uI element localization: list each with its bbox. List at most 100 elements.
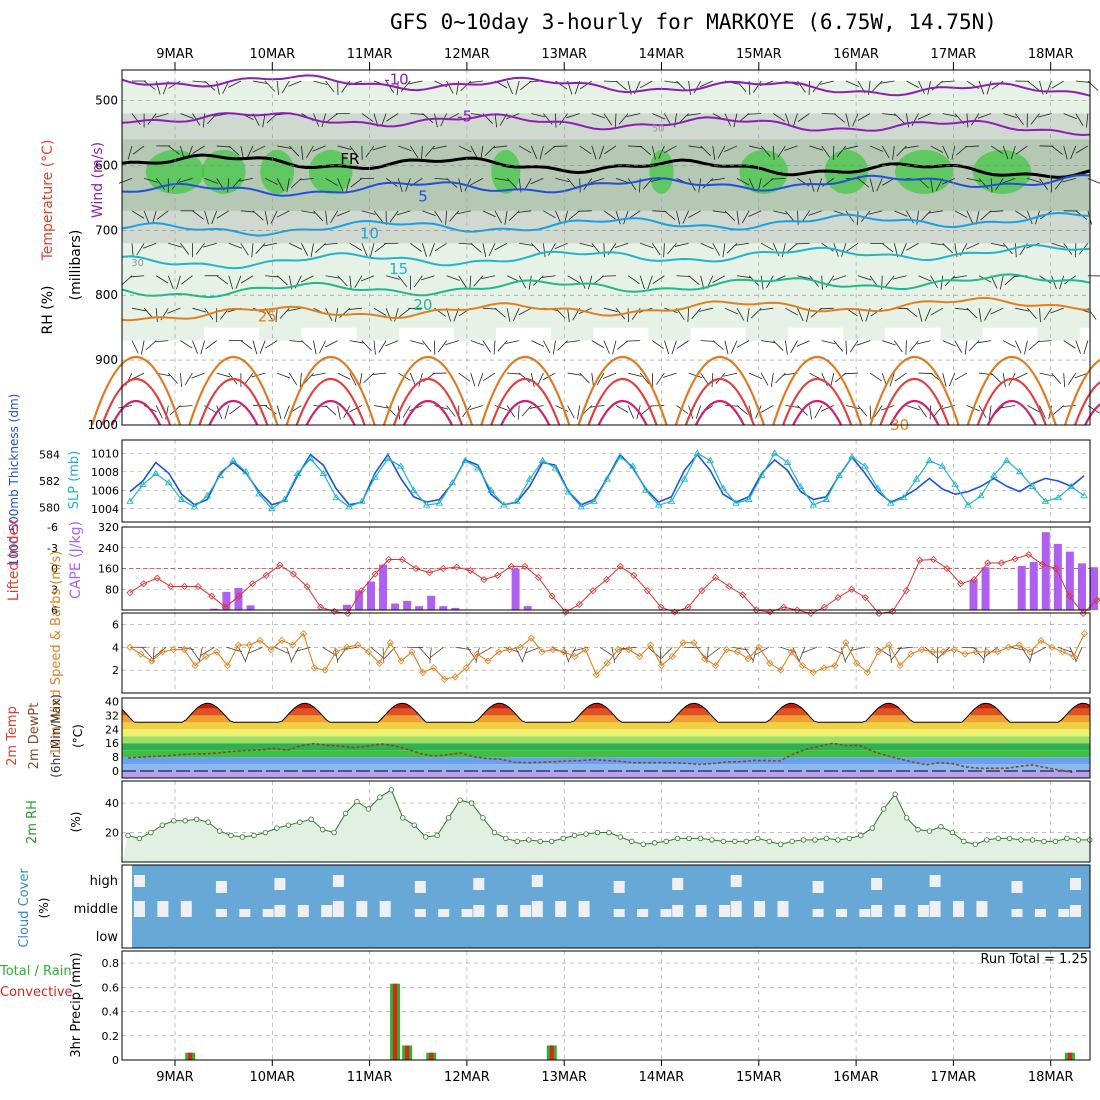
rh-point bbox=[697, 835, 704, 842]
contour-label-0: -10 bbox=[384, 71, 409, 89]
wind-barb bbox=[457, 210, 471, 215]
wind-barb-10m bbox=[152, 647, 155, 664]
wind-barb bbox=[361, 340, 372, 352]
wind-speed-point bbox=[571, 652, 579, 660]
wind-barb-10m bbox=[897, 646, 914, 650]
wind-barb bbox=[167, 307, 181, 314]
surface-contour bbox=[976, 378, 1047, 426]
temperature-band bbox=[122, 715, 1090, 723]
wind-barb bbox=[906, 80, 919, 88]
wind-barb bbox=[1052, 405, 1064, 416]
slp-point bbox=[203, 491, 212, 499]
wind-barb bbox=[909, 340, 919, 352]
wind-barb bbox=[264, 80, 275, 92]
wind-barb-10m bbox=[744, 647, 754, 661]
rh-point bbox=[571, 832, 578, 839]
slp-point bbox=[1054, 493, 1063, 501]
wind-barb bbox=[1014, 372, 1028, 380]
rh-point bbox=[411, 822, 417, 828]
wind-barb-10m bbox=[888, 647, 893, 664]
slp-point bbox=[396, 462, 405, 469]
thickness-tick: 584 bbox=[39, 449, 60, 462]
wind-speed-point bbox=[972, 648, 980, 656]
wind-speed-point bbox=[321, 666, 329, 674]
rh-point bbox=[239, 834, 246, 840]
slp-point bbox=[293, 469, 302, 477]
cape-bar bbox=[367, 581, 375, 610]
wind-barb bbox=[470, 372, 476, 387]
slp-point bbox=[925, 456, 934, 464]
wind-barb bbox=[579, 145, 592, 155]
wind-barb bbox=[1063, 340, 1076, 349]
wind-barb-10m bbox=[937, 646, 950, 659]
wind-barb bbox=[567, 275, 580, 284]
wind-barb bbox=[422, 113, 434, 123]
wind-barb bbox=[881, 242, 894, 253]
rh-point bbox=[1006, 835, 1013, 842]
cloud-high-cell bbox=[473, 878, 485, 890]
wind-barb bbox=[349, 275, 352, 290]
li-point bbox=[957, 580, 965, 588]
wind-barb bbox=[772, 243, 780, 257]
wind-barb bbox=[700, 372, 709, 385]
wind-barb bbox=[618, 113, 629, 125]
cloud-middle-cell bbox=[332, 901, 344, 917]
wind-barb bbox=[287, 307, 302, 312]
wind-speed-point bbox=[202, 652, 210, 660]
wind-barb bbox=[964, 340, 968, 355]
stability-frame bbox=[121, 526, 1091, 611]
wind-speed-point bbox=[365, 648, 373, 656]
slp-point bbox=[1041, 497, 1050, 504]
wind-barb-10m bbox=[599, 646, 614, 657]
wind-barb-10m bbox=[1009, 646, 1026, 651]
wind-speed-point bbox=[777, 666, 785, 674]
wind-speed-point bbox=[137, 650, 145, 658]
wind-barb bbox=[579, 242, 594, 248]
slp-point bbox=[1028, 482, 1037, 489]
minmax-axis-label: (6hr Min/Max) bbox=[49, 694, 63, 778]
wind-barb bbox=[588, 275, 593, 290]
wind-barb bbox=[385, 80, 395, 93]
wind-speed-point bbox=[625, 646, 633, 654]
wind-barb bbox=[857, 178, 870, 188]
surface-contour bbox=[1074, 381, 1100, 426]
wind-barb bbox=[325, 275, 340, 279]
slp-point bbox=[242, 467, 250, 475]
wind-barb bbox=[539, 145, 544, 160]
surface-contour bbox=[684, 378, 755, 426]
wind-barb bbox=[991, 80, 1004, 90]
wind-barb bbox=[216, 80, 220, 95]
wind-speed-point bbox=[158, 648, 167, 656]
precip-tick: 0.2 bbox=[102, 1030, 120, 1043]
wind-barb bbox=[1014, 113, 1024, 126]
wind-barb bbox=[615, 178, 630, 184]
wind-barb bbox=[512, 308, 520, 322]
cloud-middle-cell bbox=[555, 901, 567, 917]
li-point bbox=[739, 591, 747, 599]
wind-barb bbox=[795, 242, 810, 245]
surface-contour bbox=[587, 378, 658, 426]
wind-barb bbox=[664, 210, 676, 221]
lifted-index-axis-label: Lifted Index bbox=[6, 519, 22, 601]
wind-barb-10m bbox=[844, 647, 854, 662]
rh-point bbox=[1075, 837, 1082, 843]
temperature-contour-2 bbox=[121, 153, 1091, 179]
wind-barb bbox=[603, 210, 616, 220]
wind-speed-point bbox=[397, 657, 405, 665]
cloud-high-cell bbox=[274, 878, 286, 890]
wind-barb bbox=[700, 242, 714, 250]
wind-barb bbox=[628, 210, 641, 219]
wind-barb bbox=[446, 405, 456, 417]
wind-barb bbox=[894, 113, 905, 124]
wind-barb bbox=[394, 308, 399, 322]
wind-barb bbox=[736, 340, 750, 348]
rh-point bbox=[881, 806, 887, 812]
wind-barb bbox=[521, 405, 532, 417]
cloud-units-label: (%) bbox=[37, 898, 51, 919]
wind-barb bbox=[203, 242, 217, 248]
wind-barb bbox=[966, 242, 980, 250]
cloud-middle-cell bbox=[414, 909, 426, 917]
wind-barb bbox=[321, 113, 326, 128]
cloud-middle-cell bbox=[660, 909, 672, 917]
wind-barb bbox=[882, 340, 896, 346]
